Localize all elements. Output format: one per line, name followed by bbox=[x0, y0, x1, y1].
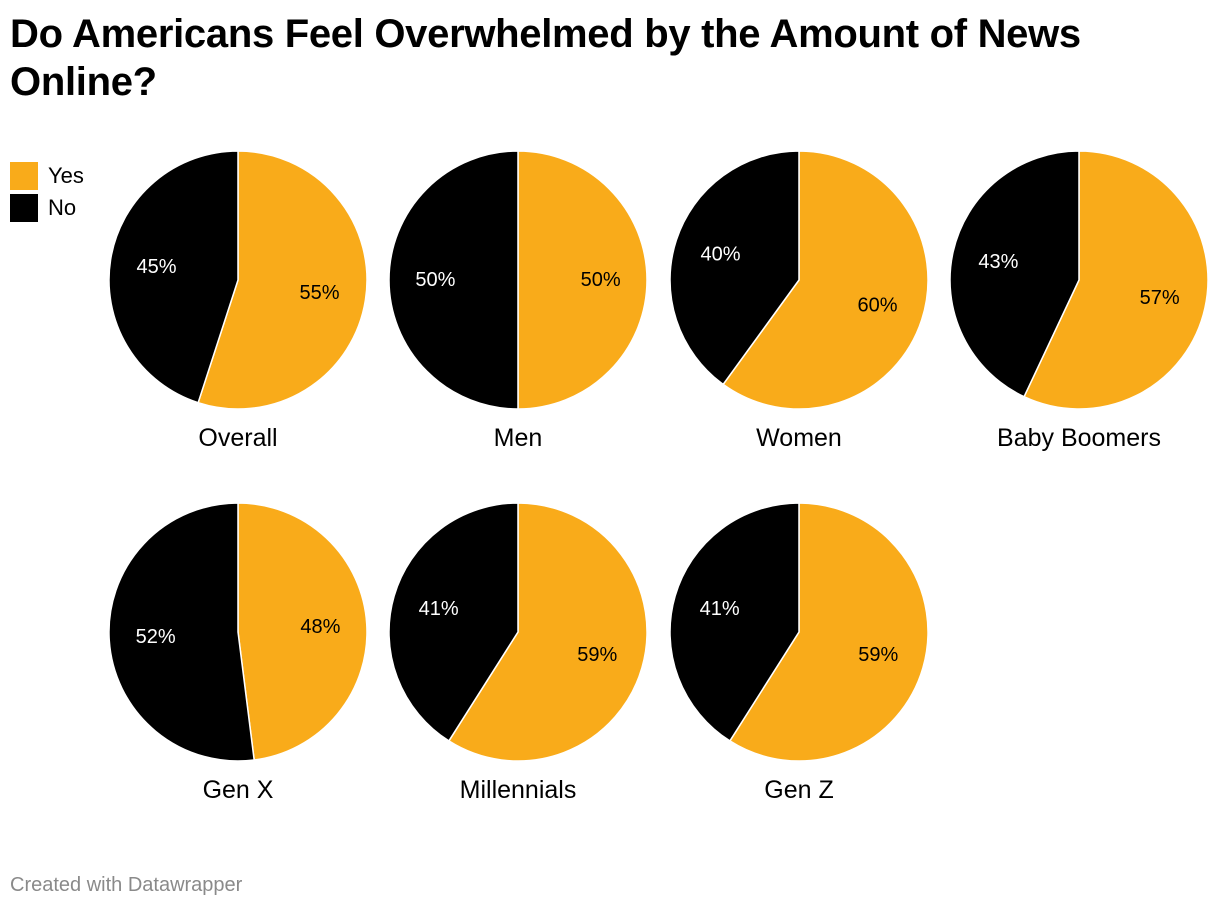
data-label-gen-x-yes: 48% bbox=[300, 616, 340, 638]
pie-slice-millennials-yes bbox=[447, 502, 648, 762]
data-label-millennials-yes: 59% bbox=[577, 644, 617, 666]
pie-baby-boomers: 57% 43% Baby Boomers bbox=[949, 150, 1209, 452]
chart-title: Do Americans Feel Overwhelmed by the Amo… bbox=[10, 12, 1081, 104]
data-label-men-yes: 50% bbox=[581, 269, 621, 291]
data-label-baby-boomers-yes: 57% bbox=[1140, 287, 1180, 309]
pie-caption-baby-boomers: Baby Boomers bbox=[997, 424, 1161, 452]
legend: Yes No bbox=[10, 160, 84, 224]
pie-caption-millennials: Millennials bbox=[460, 776, 577, 804]
pie-gen-x: 48% 52% Gen X bbox=[108, 502, 368, 804]
data-label-overall-yes: 55% bbox=[299, 282, 339, 304]
pie-slice-overall-yes bbox=[197, 150, 368, 410]
legend-swatch-no bbox=[10, 194, 38, 222]
pie-slice-baby-boomers-yes bbox=[1023, 150, 1209, 410]
data-label-gen-z-no: 41% bbox=[700, 598, 740, 620]
pie-slice-baby-boomers-no bbox=[949, 150, 1080, 398]
data-label-overall-no: 45% bbox=[136, 256, 176, 278]
pie-slice-women-yes bbox=[722, 150, 929, 410]
pie-caption-overall: Overall bbox=[198, 424, 277, 452]
data-label-women-yes: 60% bbox=[857, 295, 897, 317]
pie-slice-gen-x-yes bbox=[237, 502, 368, 761]
pie-slice-men-no bbox=[388, 150, 519, 410]
pie-slice-gen-x-no bbox=[108, 502, 256, 762]
data-label-baby-boomers-no: 43% bbox=[978, 251, 1018, 273]
pie-slice-women-no bbox=[669, 150, 800, 386]
pie-caption-gen-z: Gen Z bbox=[764, 776, 833, 804]
footer-credit: Created with Datawrapper bbox=[10, 874, 243, 896]
legend-swatch-yes bbox=[10, 162, 38, 190]
pie-slice-millennials-no bbox=[388, 502, 519, 742]
pie-slice-gen-z-no bbox=[669, 502, 800, 742]
data-label-millennials-no: 41% bbox=[419, 598, 459, 620]
pie-slice-gen-z-yes bbox=[728, 502, 929, 762]
legend-item-yes: Yes bbox=[10, 160, 84, 192]
pie-slice-overall-no bbox=[108, 150, 239, 404]
pie-caption-gen-x: Gen X bbox=[203, 776, 274, 804]
pie-gen-z: 59% 41% Gen Z bbox=[669, 502, 929, 804]
legend-item-no: No bbox=[10, 192, 84, 224]
pie-men: 50% 50% Men bbox=[388, 150, 648, 452]
pie-slice-men-yes bbox=[517, 150, 648, 410]
data-label-gen-z-yes: 59% bbox=[858, 644, 898, 666]
pie-caption-women: Women bbox=[756, 424, 842, 452]
legend-label-yes: Yes bbox=[48, 163, 84, 188]
pie-women: 60% 40% Women bbox=[669, 150, 929, 452]
data-label-men-no: 50% bbox=[415, 269, 455, 291]
pie-overall: 55% 45% Overall bbox=[108, 150, 368, 452]
data-label-women-no: 40% bbox=[700, 244, 740, 266]
pie-caption-men: Men bbox=[494, 424, 543, 452]
pie-millennials: 59% 41% Millennials bbox=[388, 502, 648, 804]
legend-label-no: No bbox=[48, 195, 77, 220]
data-label-gen-x-no: 52% bbox=[136, 626, 176, 648]
